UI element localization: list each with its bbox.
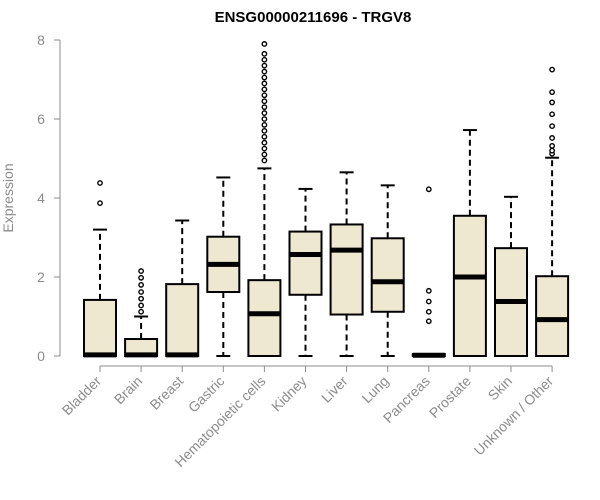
y-axis: 0 2 4 6 8 [37, 32, 61, 364]
outlier-point [549, 89, 555, 96]
outlier-point [261, 92, 268, 99]
outlier-point [261, 139, 268, 146]
x-tick-label: Prostate [426, 373, 474, 421]
outlier-point [425, 186, 432, 193]
outlier-point [97, 180, 103, 186]
x-tick-label: Kidney [268, 373, 310, 415]
outlier-point [261, 41, 268, 47]
box-1 [83, 180, 117, 358]
x-tick-label: Bladder [59, 373, 105, 419]
outlier-point [425, 298, 432, 305]
outlier-point [261, 151, 268, 158]
box-11 [494, 195, 528, 357]
iqr-box [165, 283, 200, 357]
x-tick-label: Breast [146, 373, 186, 413]
outlier-point [261, 50, 268, 57]
outlier-point [261, 110, 268, 116]
outlier-point [261, 145, 268, 152]
x-tick-label: Skin [485, 373, 516, 404]
y-tick-label: 6 [37, 111, 45, 127]
x-tick-label: Lung [358, 373, 391, 406]
iqr-box [370, 237, 405, 313]
outlier-point [261, 127, 268, 134]
outlier-point [261, 80, 268, 87]
y-axis-label: Expression [0, 163, 16, 232]
x-tick-label: Brain [111, 373, 145, 407]
box-9 [411, 186, 446, 358]
box-5 [247, 41, 282, 357]
iqr-box [288, 230, 323, 296]
y-tick-label: 2 [37, 269, 45, 285]
outlier-point [549, 66, 555, 73]
box-3 [165, 219, 200, 358]
box-2 [124, 268, 159, 358]
outlier-point [138, 281, 145, 288]
outlier-point [261, 86, 268, 93]
iqr-box [329, 223, 364, 316]
outlier-point [97, 200, 103, 207]
iqr-box [535, 275, 570, 357]
y-tick-label: 4 [37, 190, 45, 206]
box-10 [452, 129, 487, 357]
box-6 [288, 187, 323, 357]
x-tick-label: Liver [318, 373, 351, 406]
outlier-point [261, 68, 268, 75]
outlier-point [261, 56, 268, 63]
chart-title: ENSG00000211696 - TRGV8 [215, 9, 412, 26]
outlier-point [425, 308, 432, 315]
outlier-point [261, 74, 268, 81]
iqr-box [247, 279, 282, 357]
outlier-point [261, 133, 268, 140]
box-12 [535, 66, 570, 357]
outlier-point [138, 274, 145, 281]
outlier-point [138, 302, 145, 309]
outlier-point [261, 157, 268, 164]
outlier-point [261, 62, 268, 69]
outlier-point [425, 318, 432, 325]
boxes-group [83, 41, 570, 358]
outlier-point [138, 268, 145, 274]
outlier-point [549, 111, 555, 118]
outlier-point [425, 287, 432, 294]
iqr-box [452, 214, 487, 357]
outlier-point [261, 104, 268, 111]
outlier-point [261, 122, 268, 128]
outlier-point [138, 308, 145, 315]
outlier-point [261, 116, 268, 122]
y-tick-label: 8 [37, 32, 45, 48]
outlier-point [549, 142, 555, 149]
outlier-point [549, 123, 555, 130]
box-4 [206, 176, 241, 357]
iqr-box [83, 298, 117, 358]
outlier-point [261, 98, 268, 105]
outlier-point [549, 147, 555, 154]
y-tick-label: 0 [37, 348, 45, 364]
box-7 [329, 171, 364, 357]
outlier-point [549, 135, 555, 141]
outlier-point [138, 295, 145, 302]
outlier-point [138, 289, 145, 295]
outlier-point [549, 99, 555, 106]
box-8 [370, 184, 405, 357]
